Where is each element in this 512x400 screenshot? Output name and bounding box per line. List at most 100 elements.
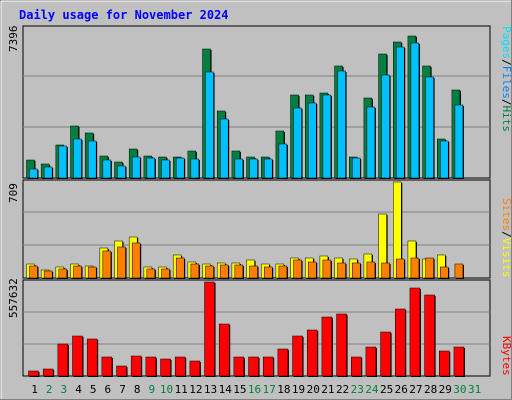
files-bar	[43, 166, 53, 179]
kbytes-bar	[233, 356, 245, 377]
legend-hits-files-pages: Pages/Files/Hits	[500, 26, 512, 132]
legend-separator: /	[500, 231, 512, 238]
files-bar	[131, 156, 141, 179]
kbytes-bar	[292, 335, 303, 377]
day-label: 22	[336, 383, 349, 396]
files-bar	[322, 94, 332, 179]
sites-bar	[366, 261, 376, 279]
files-bar	[175, 157, 185, 179]
day-label: 16	[248, 383, 261, 396]
files-bar	[366, 106, 376, 179]
sites-bar	[29, 265, 38, 279]
sites-bar	[205, 265, 214, 279]
files-bar	[425, 76, 434, 179]
sites-bar	[219, 264, 229, 279]
kbytes-bar	[130, 355, 142, 377]
legend-separator: /	[500, 99, 512, 106]
sites-bar	[73, 265, 82, 279]
kbytes-bar	[453, 346, 465, 377]
kbytes-panel-y-max-label: 557632	[7, 278, 20, 318]
files-bar	[117, 165, 126, 179]
sites-bar	[454, 263, 464, 279]
day-label: 24	[365, 383, 379, 396]
kbytes-bar	[57, 343, 69, 377]
files-bar	[73, 138, 82, 179]
sites-bar	[117, 246, 126, 279]
files-bar	[234, 158, 244, 179]
day-label: 26	[395, 383, 408, 396]
legend-visits-sites: Sites/Visits	[500, 198, 512, 278]
sites-bar	[58, 268, 68, 279]
files-bar	[58, 145, 68, 179]
kbytes-bar	[380, 331, 391, 377]
files-bar	[263, 158, 273, 179]
files-bar	[293, 107, 302, 179]
kbytes-bar	[174, 356, 186, 377]
day-label: 18	[277, 383, 290, 396]
day-label: 8	[134, 383, 141, 396]
files-bar	[381, 74, 390, 179]
kbytes-bar	[189, 360, 201, 377]
files-bar	[190, 158, 200, 179]
sites-bar	[234, 264, 244, 279]
files-bar	[307, 102, 317, 179]
chart-panel-2	[22, 179, 491, 279]
files-bar	[29, 168, 38, 179]
files-bar	[102, 159, 112, 179]
day-label: 12	[189, 383, 202, 396]
sites-bar	[146, 268, 156, 279]
day-label: 6	[105, 383, 112, 396]
day-label: 30	[453, 383, 466, 396]
day-label: 29	[439, 383, 452, 396]
chart-bars	[26, 35, 465, 377]
sites-bar	[351, 262, 361, 279]
kbytes-bar	[28, 370, 39, 377]
day-label: 25	[380, 383, 393, 396]
sites-bar	[396, 258, 405, 279]
sites-bar	[249, 265, 258, 279]
day-label: 1	[31, 383, 38, 396]
kbytes-bar	[306, 329, 318, 377]
files-bar	[351, 157, 361, 179]
legend-kbytes-label: KBytes	[500, 336, 512, 376]
x-axis-day-labels: 1 2 3 4 5 6 7 8 9 10 11 12 13 14 15 16 17 18 19 20 21 22 23 24 2…	[31, 383, 481, 396]
day-label: 4	[75, 383, 82, 396]
day-label: 7	[119, 383, 126, 396]
legend-hits: Hits	[500, 106, 512, 133]
day-label: 13	[204, 383, 217, 396]
files-bar	[440, 140, 449, 179]
files-bar	[146, 157, 156, 179]
legend-files: Files	[500, 66, 512, 99]
sites-bar	[102, 250, 112, 279]
day-label: 19	[292, 383, 305, 396]
files-bar	[161, 159, 170, 179]
legend-kbytes: KBytes	[500, 336, 512, 376]
sites-bar	[425, 257, 434, 279]
kbytes-bar	[262, 356, 274, 377]
day-label: 21	[321, 383, 334, 396]
day-label: 31	[468, 383, 481, 396]
kbytes-bar	[160, 358, 171, 377]
day-label: 27	[409, 383, 422, 396]
chart-title: Daily usage for November 2024	[19, 8, 229, 22]
day-label: 5	[90, 383, 97, 396]
day-label: 3	[61, 383, 68, 396]
kbytes-bar	[409, 287, 421, 377]
sites-bar	[131, 242, 141, 279]
files-bar	[410, 42, 420, 179]
day-label: 17	[263, 383, 276, 396]
sites-bar	[175, 257, 185, 279]
sites-bar	[278, 265, 288, 279]
kbytes-bar	[424, 294, 435, 377]
legend-sites: Sites	[500, 198, 512, 231]
kbytes-bar	[277, 348, 289, 377]
legend-visits: Visits	[500, 238, 512, 278]
files-bar	[337, 70, 346, 179]
day-label: 20	[307, 383, 320, 396]
sites-bar	[307, 261, 317, 279]
kbytes-bar	[42, 368, 54, 377]
kbytes-bar	[395, 308, 406, 377]
kbytes-bar	[350, 356, 362, 377]
day-label: 10	[160, 383, 173, 396]
